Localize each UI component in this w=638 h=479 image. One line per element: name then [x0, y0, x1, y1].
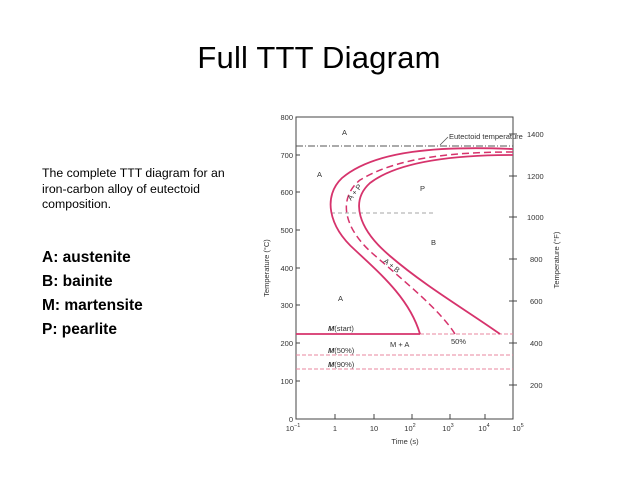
phase-legend: A: austenite B: bainite M: martensite P:…: [42, 246, 242, 342]
x-tick-label: 103: [442, 423, 453, 433]
left-tick-label: 500: [280, 226, 293, 235]
right-tick-label: 1200: [527, 172, 544, 181]
eutectoid-label: Eutectoid temperature: [449, 132, 523, 141]
x-axis-title: Time (s): [391, 437, 419, 446]
right-tick-label: 1000: [527, 213, 544, 222]
right-tick-label: 1400: [527, 130, 544, 139]
region-a-left: A: [317, 170, 322, 179]
left-tick-label: 100: [280, 377, 293, 386]
x-tick-label: 1: [333, 424, 337, 433]
x-tick-label: 105: [512, 423, 523, 433]
right-axis-ticks: [509, 133, 517, 386]
slide-title: Full TTT Diagram: [197, 40, 441, 75]
left-axis-labels: 800 700 600 500 400 300 200 100 0: [280, 113, 293, 424]
x-axis-ticks: [295, 414, 514, 419]
right-axis-title: Temperature (°F): [552, 231, 561, 288]
left-axis-ticks: [296, 116, 300, 420]
x-tick-label: 10−1: [286, 423, 301, 433]
region-a-plus-p: A + P: [345, 182, 363, 202]
region-a-lower: A: [338, 294, 343, 303]
left-tick-label: 400: [280, 264, 293, 273]
left-tick-label: 600: [280, 188, 293, 197]
x-axis-labels: 10−1 1 10 102 103 104 105: [286, 423, 524, 433]
right-tick-label: 600: [530, 297, 543, 306]
diagram-description: The complete TTT diagram for an iron-car…: [42, 166, 225, 212]
finish-curve: [358, 154, 514, 335]
right-axis-labels: 1400 1200 1000 800 600 400 200: [527, 130, 544, 390]
eutectoid-leader: [439, 136, 449, 146]
left-axis-title: Temperature (°C): [262, 239, 271, 297]
m-start-label: M(start): [328, 324, 354, 333]
left-tick-label: 300: [280, 301, 293, 310]
right-tick-label: 200: [530, 381, 543, 390]
region-m-plus-a: M + A: [390, 340, 409, 349]
region-a-plus-b: A + B: [382, 256, 402, 274]
x-tick-label: 104: [478, 423, 489, 433]
fifty-percent-label: 50%: [451, 337, 466, 346]
right-tick-label: 800: [530, 255, 543, 264]
x-tick-label: 10: [370, 424, 378, 433]
left-tick-label: 700: [280, 151, 293, 160]
left-tick-label: 0: [289, 415, 293, 424]
m50-label: M(50%): [328, 346, 355, 355]
x-tick-label: 102: [404, 423, 415, 433]
legend-austenite: A: austenite: [42, 249, 131, 266]
region-p: P: [420, 184, 425, 193]
region-a-top: A: [342, 128, 347, 137]
m90-label: M(90%): [328, 360, 355, 369]
fifty-percent-curve: [345, 151, 514, 335]
left-tick-label: 200: [280, 339, 293, 348]
start-curve: [329, 147, 514, 335]
legend-martensite: M: martensite: [42, 297, 143, 314]
legend-bainite: B: bainite: [42, 273, 113, 290]
left-tick-label: 800: [280, 113, 293, 122]
right-tick-label: 400: [530, 339, 543, 348]
region-b: B: [431, 238, 436, 247]
legend-pearlite: P: pearlite: [42, 321, 117, 338]
